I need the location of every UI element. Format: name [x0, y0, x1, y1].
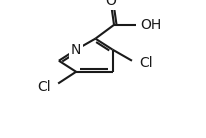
Text: O: O: [105, 0, 116, 8]
Text: Cl: Cl: [139, 56, 152, 71]
Text: OH: OH: [140, 18, 162, 32]
Text: Cl: Cl: [38, 80, 51, 94]
Text: N: N: [71, 43, 81, 57]
